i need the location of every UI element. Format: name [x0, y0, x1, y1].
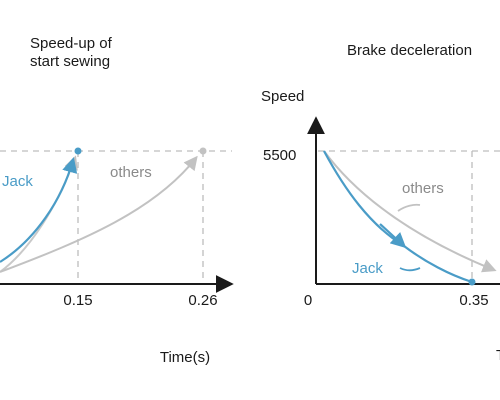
- right-jack-label: Jack: [352, 260, 383, 277]
- others-callout-mark: [397, 203, 421, 212]
- left-x-axis-title: Time(s): [160, 349, 210, 366]
- jack-brake-arrow: [379, 223, 407, 249]
- right-y-tick-5500: 5500: [263, 147, 296, 164]
- jack-callout-mark: [399, 267, 421, 272]
- right-title: Brake deceleration: [347, 42, 472, 59]
- speed-up-chart: Speed-up of start sewing Jack others 0.1…: [0, 35, 234, 366]
- right-others-label: others: [402, 180, 444, 197]
- left-title-line-2: start sewing: [30, 53, 110, 70]
- jack-speedup-curve: [0, 157, 78, 263]
- brake-deceleration-chart: Brake deceleration Speed others Jack 550…: [261, 42, 500, 364]
- right-x-tick-0: 0: [304, 292, 312, 309]
- left-x-tick-0.15: 0.15: [63, 292, 92, 309]
- right-x-tick-0.35: 0.35: [459, 292, 488, 309]
- jack-brake-curve: [323, 150, 473, 284]
- left-others-label: others: [110, 164, 152, 181]
- right-y-axis-title: Speed: [261, 88, 304, 105]
- others-speedup-curve-long: [0, 155, 198, 273]
- left-x-tick-0.26: 0.26: [188, 292, 217, 309]
- jack-stop-point: [468, 278, 476, 286]
- left-jack-label: Jack: [2, 173, 33, 190]
- left-title-line-1: Speed-up of: [30, 35, 113, 52]
- others-brake-curve: [323, 150, 497, 273]
- others-peak-point: [199, 147, 207, 155]
- jack-peak-point: [74, 147, 82, 155]
- right-x-axis-title: T: [496, 347, 500, 364]
